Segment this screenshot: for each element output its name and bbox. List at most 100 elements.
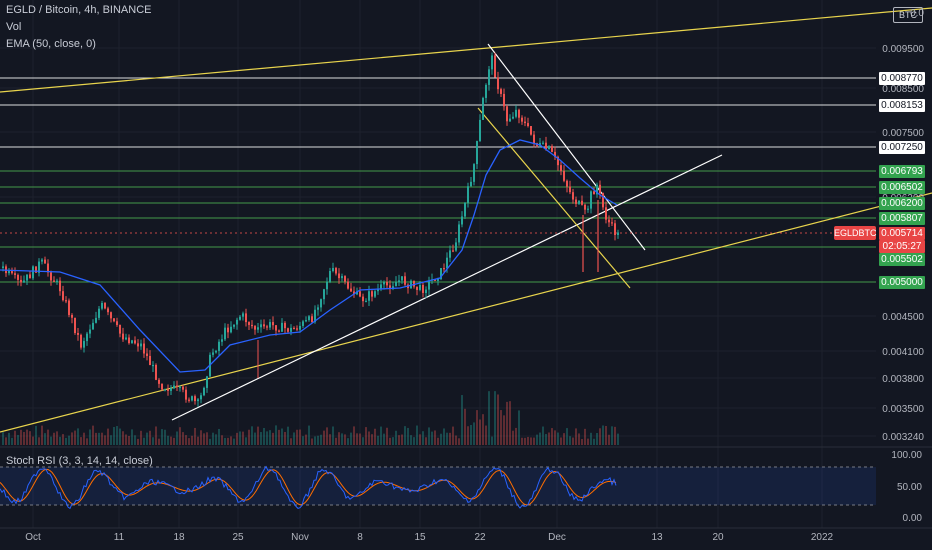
volume-bar [368,431,370,445]
level-tag[interactable]: 0.005000 [879,276,925,289]
volume-bar [587,438,589,445]
candle-body [254,326,256,330]
candle-body [572,192,574,200]
level-tag[interactable]: 0.006793 [879,165,925,178]
volume-legend[interactable]: Vol [6,21,22,33]
symbol-title[interactable]: EGLD / Bitcoin, 4h, BINANCE [6,4,152,16]
candle-body [614,223,616,235]
candle-body [497,77,499,90]
candle-body [398,280,400,283]
candle-body [554,151,556,157]
candle-body [509,118,511,122]
candle-body [194,396,196,402]
volume-bar [251,426,253,445]
symbol-price-label[interactable]: EGLDBTC [834,226,877,240]
level-tag[interactable]: 0.006200 [879,197,925,210]
volume-bar [512,430,514,445]
volume-bar [281,428,283,445]
current-price-tag[interactable]: 0.005714 [879,227,925,240]
ema-legend[interactable]: EMA (50, close, 0) [6,38,96,50]
volume-bar [365,427,367,445]
volume-bar [143,437,145,445]
candle-body [74,317,76,333]
candle-body [224,327,226,340]
volume-bar [236,432,238,445]
candle-body [485,84,487,98]
candle-body [116,321,118,325]
candle-body [107,308,109,313]
level-tag[interactable]: 0.005807 [879,212,925,225]
volume-bar [317,435,319,445]
volume-bar [401,434,403,445]
candle-body [530,126,532,135]
candle-body [545,142,547,149]
volume-bar [149,430,151,445]
volume-bar [8,432,10,445]
candle-body [122,333,124,340]
level-tag[interactable]: 0.005502 [879,253,925,266]
currency-badge[interactable]: BTC [893,7,923,23]
volume-bar [425,437,427,445]
volume-bar [152,437,154,445]
date-axis-label: 2022 [810,532,834,543]
volume-bar [560,437,562,445]
candle-body [140,343,142,347]
volume-bar [116,426,118,445]
candle-body [185,389,187,400]
volume-bar [242,431,244,445]
volume-bar [434,430,436,445]
volume-bar [530,437,532,445]
level-tag[interactable]: 0.008153 [879,99,925,112]
volume-bar [200,430,202,445]
volume-bar [539,432,541,445]
volume-bar [227,437,229,445]
candle-body [143,343,145,354]
level-tag[interactable]: 0.008770 [879,72,925,85]
candle-body [218,341,220,351]
volume-bar [599,428,601,445]
volume-bar [257,426,259,445]
candle-body [611,222,613,224]
volume-bar [446,432,448,445]
volume-bar [179,427,181,445]
candle-body [413,280,415,287]
candle-body [404,276,406,285]
candle-body [89,329,91,334]
volume-bar [305,434,307,445]
candle-body [134,340,136,344]
candle-body [272,322,274,326]
volume-bar [548,432,550,445]
candle-body [20,279,22,283]
candle-body [227,327,229,333]
candle-body [80,334,82,348]
volume-bar [296,429,298,445]
volume-bar [278,429,280,445]
volume-bar [350,432,352,445]
volume-bar [185,435,187,445]
rsi-axis-label: 100.00 [891,450,922,461]
volume-bar [101,432,103,445]
candle-body [332,268,334,271]
volume-bar [578,433,580,445]
volume-bar [176,431,178,445]
level-tag[interactable]: 0.006502 [879,181,925,194]
candle-body [299,325,301,330]
candle-body [50,272,52,281]
volume-bar [380,426,382,445]
volume-bar [119,428,121,445]
volume-bar [287,426,289,445]
stoch-rsi-legend[interactable]: Stoch RSI (3, 3, 14, 14, close) [6,455,153,467]
volume-bar [545,433,547,445]
candle-body [92,322,94,330]
volume-bar [29,431,31,445]
price-axis-label: 0.004100 [882,347,924,358]
level-tag[interactable]: 0.007250 [879,141,925,154]
volume-bar [473,422,475,445]
candle-body [257,327,259,330]
candle-body [155,364,157,380]
candle-body [305,320,307,322]
volume-bar [344,434,346,445]
volume-bar [410,435,412,445]
